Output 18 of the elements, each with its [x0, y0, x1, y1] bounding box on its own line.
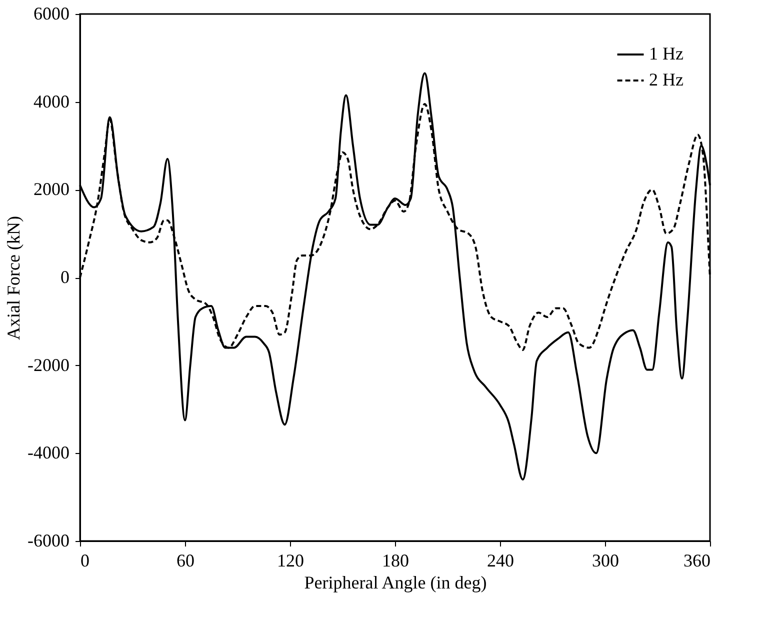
y-tick-label: -6000 [28, 530, 70, 550]
y-tick-label: 2000 [34, 179, 70, 200]
y-tick-label: 0 [60, 267, 70, 287]
legend-label: 1 Hz [649, 44, 684, 64]
legend-label: 2 Hz [649, 70, 684, 90]
x-axis-title: Peripheral Angle (in deg) [304, 572, 487, 592]
y-tick-label: 6000 [34, 4, 70, 24]
y-tick-label: -4000 [28, 442, 70, 463]
x-tick-label: 180 [382, 550, 409, 570]
x-tick-label: 360 [684, 550, 710, 570]
y-tick-label: 4000 [34, 91, 70, 112]
x-tick-label: 60 [176, 550, 194, 570]
x-tick-label: 120 [277, 550, 304, 570]
y-axis-title: Axial Force (kN) [4, 216, 24, 340]
x-tick-label: 300 [592, 550, 619, 570]
x-tick-label: 0 [80, 550, 90, 570]
x-tick-label: 240 [487, 550, 514, 570]
y-tick-label: -2000 [28, 354, 70, 375]
